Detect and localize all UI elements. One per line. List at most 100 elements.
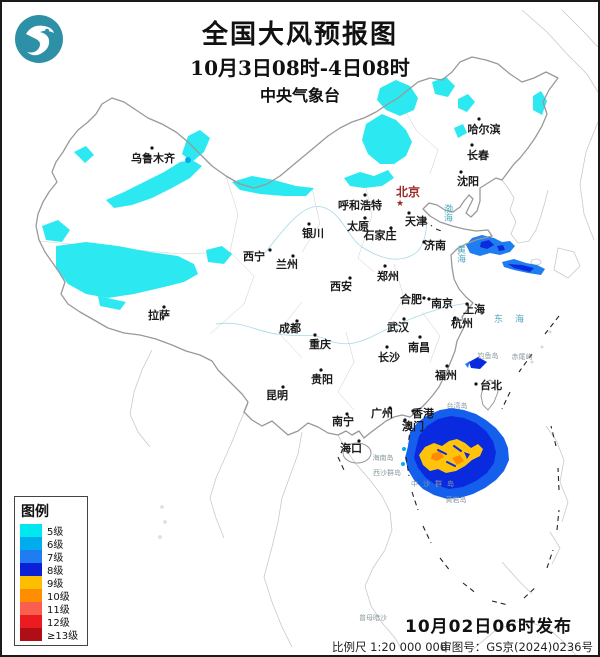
legend-row: 10级 bbox=[20, 589, 87, 603]
island-label: 西沙群岛 bbox=[373, 468, 401, 477]
city-dot bbox=[363, 193, 367, 197]
island-label: 台湾岛 bbox=[447, 401, 468, 410]
city-label: 天津 bbox=[405, 214, 427, 228]
city-dot bbox=[281, 385, 285, 389]
legend-row: 9级 bbox=[20, 576, 87, 590]
city-label: 济南 bbox=[424, 238, 446, 252]
legend-label: 9级 bbox=[47, 579, 64, 590]
legend-label: 11级 bbox=[47, 605, 70, 616]
city-dot bbox=[150, 146, 154, 150]
yellow-river bbox=[263, 206, 427, 260]
city-dot bbox=[470, 143, 474, 147]
wind-patch-typhoon bbox=[401, 408, 509, 499]
legend-swatch bbox=[20, 576, 42, 589]
city-dot bbox=[411, 409, 415, 413]
legend-label: 10级 bbox=[47, 592, 70, 603]
legend-swatch bbox=[20, 563, 42, 576]
legend-swatch bbox=[20, 628, 42, 641]
city-label: 广州 bbox=[371, 406, 393, 420]
cma-logo-icon bbox=[15, 15, 63, 63]
city-label: 长春 bbox=[467, 148, 490, 162]
wind-patch-yellow-sea bbox=[465, 235, 545, 369]
capital-label: 北京 bbox=[396, 184, 420, 199]
city-label: 贵阳 bbox=[311, 372, 333, 386]
city-dot bbox=[313, 333, 317, 337]
legend-swatch bbox=[20, 550, 42, 563]
legend-title: 图例 bbox=[21, 504, 49, 520]
city-label: 福州 bbox=[434, 368, 457, 382]
yangtze-river bbox=[215, 302, 470, 345]
city-dot bbox=[459, 170, 463, 174]
taiwan-island bbox=[480, 379, 499, 411]
wind-patch-level5 bbox=[42, 77, 547, 310]
page-title: 全国大风预报图 bbox=[201, 20, 398, 50]
legend-row: 11级 bbox=[20, 602, 87, 616]
sea-labels: 渤海 黄海 东海 bbox=[442, 203, 536, 325]
sea-label: 渤海 bbox=[442, 203, 453, 223]
city-label: 海口 bbox=[340, 441, 362, 455]
legend-swatch bbox=[20, 602, 42, 615]
legend-label: ≥13级 bbox=[47, 631, 79, 642]
city-label: 昆明 bbox=[266, 389, 288, 402]
city-dot bbox=[422, 296, 426, 300]
city-dot bbox=[453, 316, 457, 320]
city-dot bbox=[385, 345, 389, 349]
sea-label: 东海 bbox=[494, 313, 536, 325]
city-dot bbox=[348, 276, 352, 280]
issuing-agency: 中央气象台 bbox=[259, 86, 340, 105]
city-label: 香港 bbox=[411, 406, 435, 420]
city-label: 台北 bbox=[480, 378, 502, 392]
legend-label: 6级 bbox=[47, 540, 64, 551]
legend-row: 7级 bbox=[20, 550, 87, 564]
legend-label: 12级 bbox=[47, 618, 70, 629]
island-label: 曾母暗沙 bbox=[359, 613, 387, 622]
legend-swatch bbox=[20, 589, 42, 602]
forecast-period: 10月3日08时-4日08时 bbox=[190, 56, 410, 80]
city-label: 长沙 bbox=[378, 350, 400, 364]
city-dot bbox=[268, 248, 272, 252]
city-dot bbox=[474, 382, 478, 386]
city-label: 银川 bbox=[302, 226, 324, 240]
city-dot bbox=[291, 254, 295, 258]
city-dot bbox=[422, 240, 426, 244]
city-label: 杭州 bbox=[451, 316, 473, 330]
legend-row: 5级 bbox=[20, 524, 87, 538]
city-label: 上海 bbox=[463, 302, 485, 316]
legend-swatch bbox=[20, 615, 42, 628]
legend-label: 8级 bbox=[47, 566, 64, 577]
city-label: 合肥 bbox=[400, 292, 422, 306]
sea-label: 黄海 bbox=[455, 244, 466, 264]
city-label: 呼和浩特 bbox=[338, 198, 382, 212]
city-labels: 乌鲁木齐 哈尔滨 长春 沈阳 天津 呼和浩特 太原 石家庄 济南 银川 西宁 兰… bbox=[131, 122, 502, 455]
island-label: 海南岛 bbox=[373, 453, 394, 462]
nine-dash-line bbox=[337, 220, 560, 606]
city-label: 南京 bbox=[431, 296, 453, 310]
city-dot bbox=[427, 297, 431, 301]
city-dot bbox=[357, 439, 361, 443]
city-dot bbox=[345, 412, 349, 416]
city-dots bbox=[150, 117, 481, 443]
city-label: 武汉 bbox=[387, 320, 410, 334]
city-label: 石家庄 bbox=[363, 228, 397, 242]
review-number: 审图号：GS京(2024)0236号 bbox=[440, 640, 593, 654]
legend-swatch bbox=[20, 524, 42, 537]
rivers bbox=[215, 206, 470, 345]
island-label: 赤尾屿 bbox=[512, 352, 533, 361]
city-dot bbox=[389, 226, 393, 230]
city-label: 哈尔滨 bbox=[468, 122, 501, 136]
hainan-island bbox=[342, 442, 372, 464]
city-dot bbox=[407, 211, 411, 215]
china-border bbox=[35, 56, 559, 439]
city-dot bbox=[418, 335, 422, 339]
city-label: 兰州 bbox=[276, 257, 298, 271]
city-label: 西安 bbox=[330, 279, 352, 293]
city-dot bbox=[319, 368, 323, 372]
island-labels: 台湾岛 钓鱼岛 赤尾屿 海南岛 西沙群岛 中沙群岛 黄岩岛 曾母暗沙 bbox=[359, 351, 533, 622]
city-label: 拉萨 bbox=[148, 308, 170, 322]
city-label: 太原 bbox=[346, 219, 369, 233]
city-dot bbox=[307, 222, 311, 226]
legend-row: 6级 bbox=[20, 537, 87, 551]
wind-patch-level6-speck bbox=[185, 157, 191, 163]
city-dot bbox=[295, 319, 299, 323]
